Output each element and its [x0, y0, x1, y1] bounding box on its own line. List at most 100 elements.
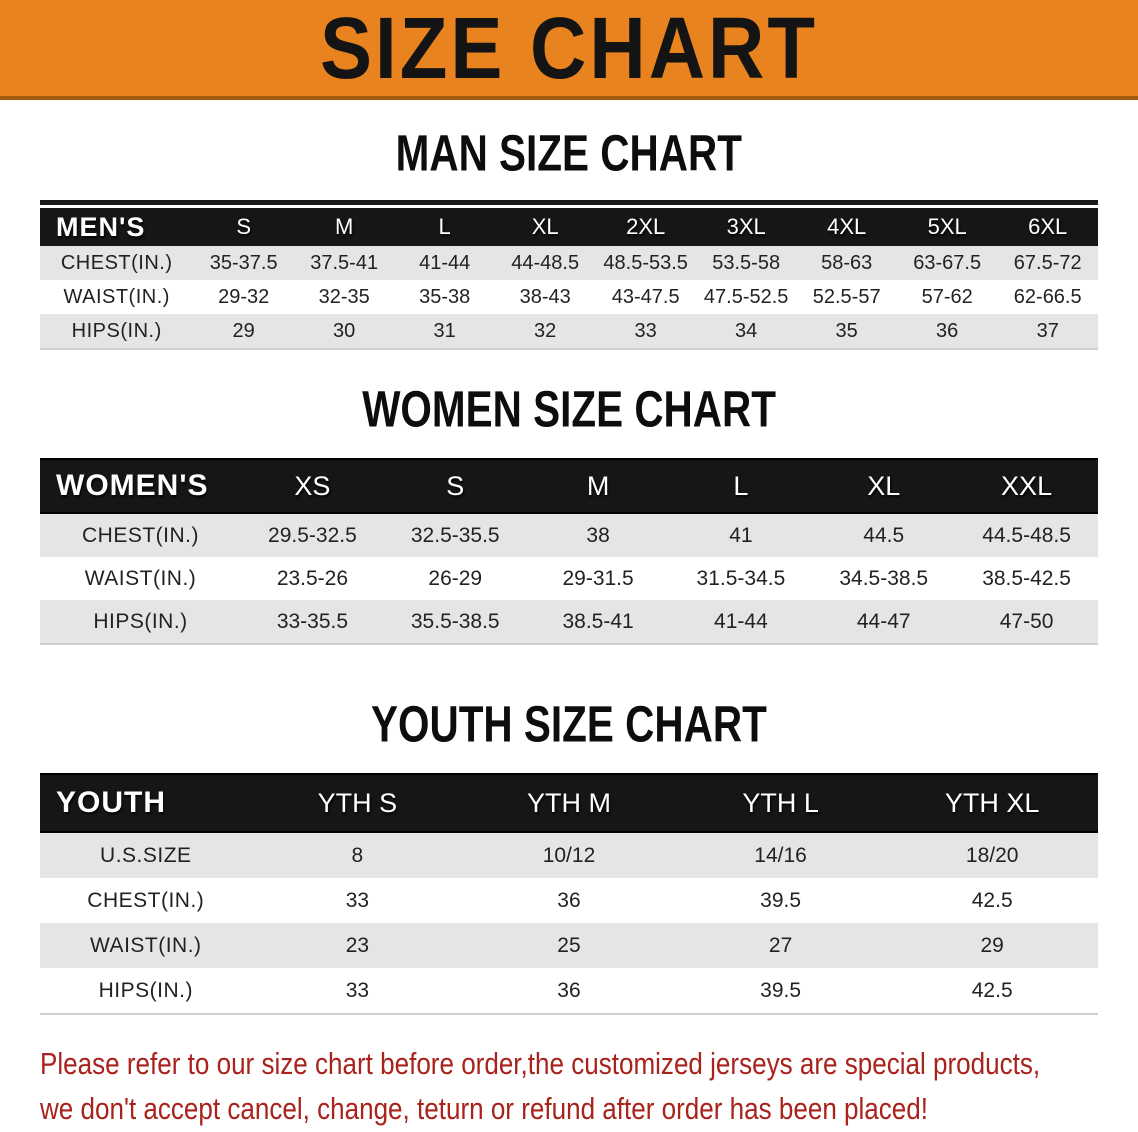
size-value: 36 — [463, 968, 675, 1013]
size-value: 37 — [997, 314, 1098, 348]
size-column-header: 2XL — [595, 205, 696, 246]
row-label: CHEST(IN.) — [40, 514, 242, 557]
size-value: 32.5-35.5 — [383, 514, 527, 557]
row-label: HIPS(IN.) — [40, 314, 194, 348]
size-value: 35 — [796, 314, 897, 348]
disclaimer-line-1: Please refer to our size chart before or… — [40, 1041, 1138, 1086]
size-value: 27 — [674, 923, 887, 968]
size-value: 62-66.5 — [997, 280, 1098, 314]
size-column-header: M — [526, 458, 670, 514]
size-value: 34.5-38.5 — [812, 557, 956, 600]
size-table: YOUTH YTH S YTH M YTH L YTH XL U.S.SIZE 8 10/… — [40, 773, 1098, 1015]
size-value: 31.5-34.5 — [669, 557, 813, 600]
row-label: WAIST(IN.) — [40, 280, 194, 314]
disclaimer-line-2: we don't accept cancel, change, teturn o… — [40, 1086, 1138, 1131]
measurement-row: CHEST(IN.) 29.5-32.5 32.5-35.5 38 41 44.5 44.5… — [40, 514, 1098, 557]
size-table: WOMEN'S XS S M L XL XXL CHEST(IN.) 29.5-32.5 32… — [40, 458, 1098, 645]
size-value: 58-63 — [796, 246, 897, 280]
row-label: CHEST(IN.) — [40, 246, 194, 280]
size-column-header: M — [293, 205, 395, 246]
size-value: 25 — [463, 923, 675, 968]
size-header-row: WOMEN'S XS S M L XL XXL — [40, 458, 1098, 514]
size-value: 38-43 — [494, 280, 596, 314]
section-heading: WOMEN SIZE CHART — [0, 380, 1138, 438]
size-column-header: 4XL — [796, 205, 897, 246]
size-value: 31 — [394, 314, 495, 348]
measurement-row: HIPS(IN.) 29 30 31 32 33 34 35 36 37 — [40, 314, 1098, 348]
section-heading: YOUTH SIZE CHART — [0, 695, 1138, 753]
size-column-header: S — [383, 458, 527, 514]
size-section: WOMEN SIZE CHART WOMEN'S XS S M L XL XXL CHES… — [0, 380, 1138, 645]
size-value: 48.5-53.5 — [595, 246, 696, 280]
section-heading-text: MAN SIZE CHART — [395, 124, 743, 182]
size-value: 26-29 — [383, 557, 527, 600]
size-value: 32 — [494, 314, 596, 348]
size-value: 32-35 — [293, 280, 395, 314]
size-column-header: XL — [812, 458, 956, 514]
section-heading-text: WOMEN SIZE CHART — [362, 380, 776, 438]
size-value: 23.5-26 — [241, 557, 384, 600]
size-value: 53.5-58 — [695, 246, 797, 280]
size-value: 47-50 — [955, 600, 1098, 643]
size-value: 63-67.5 — [896, 246, 998, 280]
section-heading: MAN SIZE CHART — [0, 124, 1138, 182]
size-value: 29 — [886, 923, 1098, 968]
size-value: 38.5-41 — [526, 600, 670, 643]
size-value: 47.5-52.5 — [695, 280, 797, 314]
size-value: 8 — [251, 833, 464, 878]
row-label: WAIST(IN.) — [40, 557, 242, 600]
size-value: 34 — [695, 314, 797, 348]
size-value: 29-32 — [193, 280, 294, 314]
size-column-header: YTH XL — [886, 773, 1098, 833]
size-value: 35-37.5 — [193, 246, 294, 280]
size-value: 44.5 — [812, 514, 956, 557]
banner-title: SIZE CHART — [320, 0, 818, 97]
size-value: 44-47 — [812, 600, 956, 643]
size-column-header: 6XL — [997, 205, 1098, 246]
section-heading-text: YOUTH SIZE CHART — [371, 695, 767, 753]
size-column-header: XL — [494, 205, 596, 246]
disclaimer: Please refer to our size chart before or… — [0, 1041, 1138, 1131]
size-column-header: 5XL — [896, 205, 998, 246]
row-label: U.S.SIZE — [40, 833, 252, 878]
size-value: 35-38 — [394, 280, 495, 314]
size-value: 35.5-38.5 — [383, 600, 527, 643]
size-value: 36 — [896, 314, 998, 348]
size-value: 43-47.5 — [595, 280, 696, 314]
size-column-header: S — [193, 205, 294, 246]
table-group-label: MEN'S — [40, 205, 194, 246]
banner: SIZE CHART — [0, 0, 1138, 100]
measurement-row: WAIST(IN.) 23 25 27 29 — [40, 923, 1098, 968]
size-value: 44-48.5 — [494, 246, 596, 280]
measurement-row: HIPS(IN.) 33-35.5 35.5-38.5 38.5-41 41-44 44-… — [40, 600, 1098, 643]
size-section: MAN SIZE CHART MEN'S S M L XL 2XL 3XL 4XL 5XL 6X… — [0, 124, 1138, 350]
size-value: 29 — [193, 314, 294, 348]
size-value: 38.5-42.5 — [955, 557, 1098, 600]
measurement-row: CHEST(IN.) 35-37.5 37.5-41 41-44 44-48.5 48.5… — [40, 246, 1098, 280]
size-header-row: MEN'S S M L XL 2XL 3XL 4XL 5XL 6XL — [40, 205, 1098, 246]
size-column-header: YTH M — [463, 773, 675, 833]
size-column-header: L — [394, 205, 495, 246]
size-column-header: XS — [241, 458, 384, 514]
size-column-header: L — [669, 458, 813, 514]
row-label: CHEST(IN.) — [40, 878, 252, 923]
measurement-row: CHEST(IN.) 33 36 39.5 42.5 — [40, 878, 1098, 923]
size-value: 39.5 — [674, 878, 887, 923]
size-value: 30 — [293, 314, 395, 348]
size-value: 14/16 — [674, 833, 887, 878]
size-section: YOUTH SIZE CHART YOUTH YTH S YTH M YTH L YT… — [0, 695, 1138, 1015]
size-column-header: YTH L — [674, 773, 887, 833]
size-value: 29.5-32.5 — [241, 514, 384, 557]
measurement-row: WAIST(IN.) 23.5-26 26-29 29-31.5 31.5-34.5 34… — [40, 557, 1098, 600]
size-value: 33 — [595, 314, 696, 348]
measurement-row: WAIST(IN.) 29-32 32-35 35-38 38-43 43-47.5 47.… — [40, 280, 1098, 314]
size-value: 41 — [669, 514, 813, 557]
size-value: 52.5-57 — [796, 280, 897, 314]
size-column-header: YTH S — [251, 773, 464, 833]
table-group-label: WOMEN'S — [40, 458, 242, 514]
row-label: WAIST(IN.) — [40, 923, 252, 968]
size-value: 42.5 — [886, 878, 1098, 923]
size-value: 41-44 — [669, 600, 813, 643]
size-value: 23 — [251, 923, 464, 968]
size-value: 33 — [251, 968, 464, 1013]
